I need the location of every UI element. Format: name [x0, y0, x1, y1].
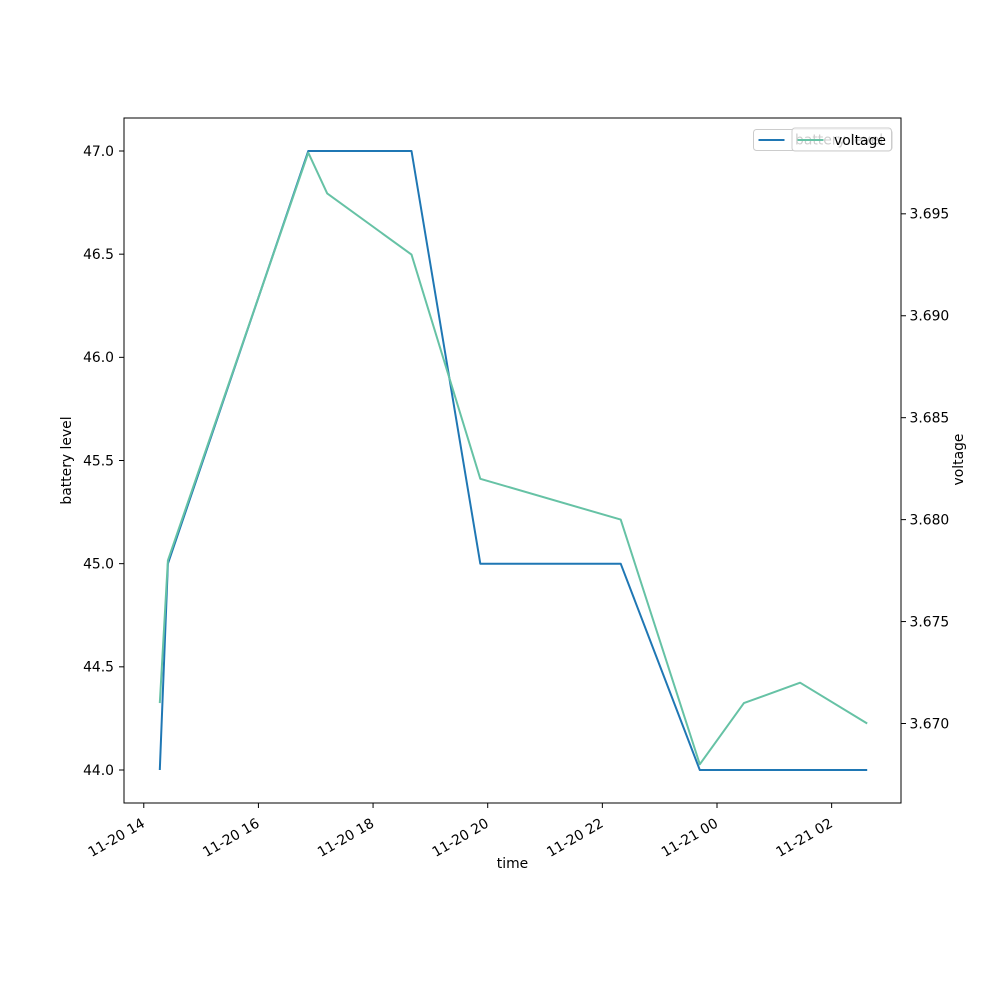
y-left-tick-label: 44.5	[83, 660, 114, 676]
legend-voltage: voltage	[791, 127, 892, 152]
y-right-axis-label: voltage	[951, 434, 967, 486]
voltage-line	[158, 151, 868, 766]
x-axis-label: time	[497, 856, 528, 872]
y-right-tick-label: 3.695	[910, 207, 950, 223]
y-right-tick-label: 3.675	[910, 614, 950, 630]
y-left-tick-label: 45.0	[83, 556, 114, 572]
legend-box	[791, 127, 892, 152]
y-right-tick-label: 3.685	[910, 410, 950, 426]
y-left-tick-label: 46.5	[83, 247, 114, 263]
legend-label-voltage: voltage	[834, 133, 886, 149]
y-left-tick-label: 44.0	[83, 763, 114, 779]
y-right-tick-label: 3.690	[910, 309, 950, 325]
y-left-tick-label: 46.0	[83, 350, 114, 366]
y-left-tick-label: 47.0	[83, 144, 114, 160]
y-left-axis-label: battery level	[59, 416, 75, 504]
y-right-tick-label: 3.670	[910, 716, 950, 732]
y-left-tick-label: 45.5	[83, 453, 114, 469]
y-right-tick-label: 3.680	[910, 512, 950, 528]
